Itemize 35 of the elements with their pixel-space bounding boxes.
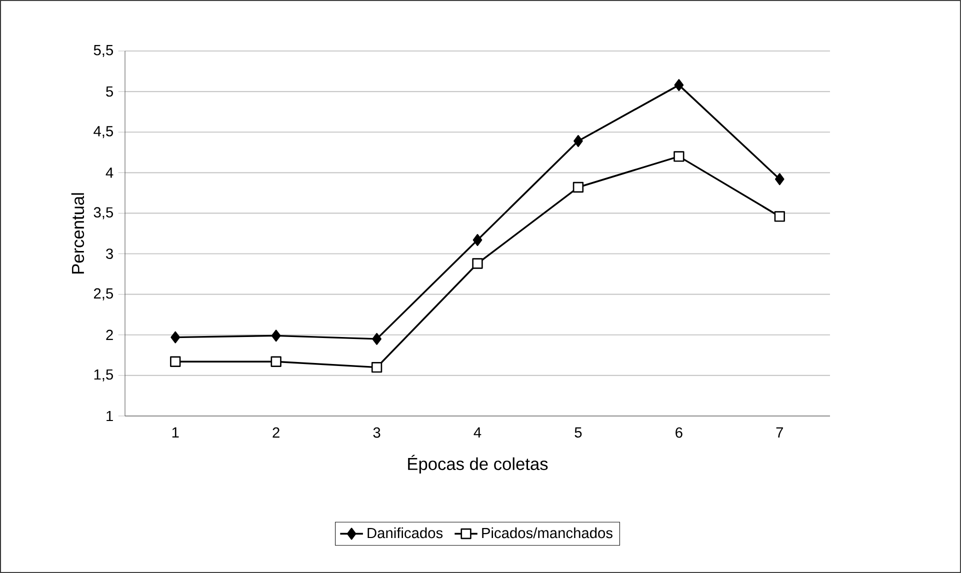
x-tick-label: 6 [676,427,682,438]
point [674,79,684,92]
point [472,258,483,269]
x-tick-label: 2 [272,427,280,438]
point [371,362,382,373]
x-tick-label: 7 [776,427,783,438]
y-tick-label: 2 [106,330,113,340]
legend-label: Danificados [368,527,443,538]
x-tick-label: 4 [474,427,482,438]
y-tick-label: 3 [106,248,113,259]
point [674,151,684,162]
y-tick-label: 4,5 [94,126,113,138]
point [774,173,784,186]
legend-label: Picados/manchados [482,527,612,538]
point [472,234,482,246]
point [774,211,785,222]
x-tick-label: 5 [574,427,582,438]
x-axis-title: Épocas de coletas [408,454,548,474]
y-tick-label: 4 [106,168,114,178]
y-tick-label: 1 [106,410,113,422]
point [170,356,181,367]
point [271,330,281,342]
y-tick-label: 5,5 [94,45,113,57]
y-tick-label: 1,5 [94,369,113,382]
y-tick-label: 2,5 [94,288,113,300]
point [372,332,382,345]
x-tick-label: 1 [172,427,179,438]
y-tick-label: 5 [106,86,113,97]
point [572,182,584,193]
point [170,331,180,344]
y-tick-label: 3,5 [94,207,113,220]
y-axis-title: Percentual [71,193,84,274]
point [270,356,282,367]
point [574,135,583,148]
x-tick-label: 3 [373,427,380,438]
